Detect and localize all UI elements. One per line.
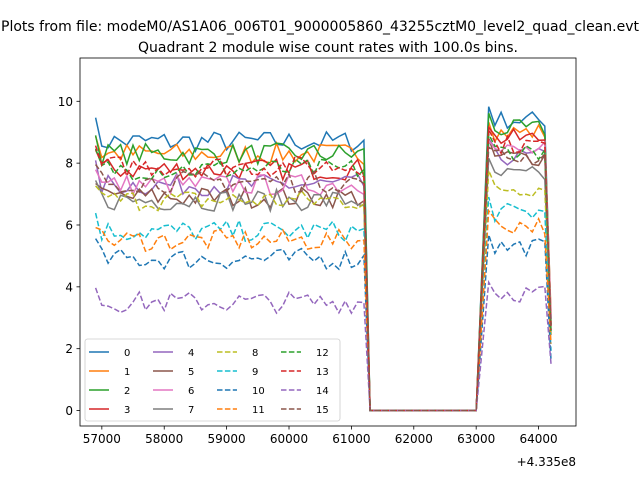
legend-label-11: 11	[252, 405, 265, 416]
series-line-14	[94, 279, 552, 412]
series-line-9	[94, 196, 552, 412]
series-line-15	[94, 146, 552, 412]
legend-label-5: 5	[188, 367, 194, 378]
plot-area	[79, 57, 577, 427]
series-line-5	[95, 138, 552, 412]
legend-box	[84, 338, 341, 422]
y-tick-label: 2	[65, 342, 73, 356]
legend-label-7: 7	[188, 405, 194, 416]
y-tick-label: 8	[65, 157, 73, 171]
series-line-7	[94, 157, 552, 412]
y-tick-label: 4	[65, 280, 73, 294]
legend-label-15: 15	[316, 405, 329, 416]
x-tick-label: 59000	[208, 432, 246, 446]
figure-suptitle: Plots from file: modeM0/AS1A06_006T01_90…	[1, 19, 639, 35]
x-tick-label: 58000	[145, 432, 183, 446]
legend-label-4: 4	[188, 348, 194, 359]
x-tick-label: 60000	[270, 432, 308, 446]
legend-label-9: 9	[252, 367, 258, 378]
series-line-12	[94, 131, 552, 412]
x-axis: 57000 58000 59000 60000 61000 62000 63000 64000	[83, 426, 558, 446]
legend-label-14: 14	[316, 386, 329, 397]
legend-label-13: 13	[316, 367, 329, 378]
series-line-11	[95, 208, 552, 412]
legend-label-8: 8	[252, 348, 258, 359]
x-tick-label: 62000	[395, 432, 433, 446]
x-tick-label: 57000	[83, 432, 121, 446]
legend-label-3: 3	[124, 405, 130, 416]
x-tick-label: 61000	[332, 432, 370, 446]
series-line-3	[94, 125, 552, 412]
x-tick-label: 63000	[457, 432, 495, 446]
y-tick-label: 0	[65, 404, 73, 418]
y-tick-label: 6	[65, 218, 73, 232]
y-axis: 0 2 4 6 8 10	[58, 95, 80, 418]
chart-title: Quadrant 2 module wise count rates with …	[138, 40, 518, 56]
x-tick-label: 64000	[519, 432, 557, 446]
legend-label-10: 10	[252, 386, 265, 397]
axes-frame	[79, 57, 577, 427]
series-line-13	[94, 126, 552, 412]
series-line-0	[94, 106, 552, 412]
x-offset-label: +4.335e8	[517, 455, 576, 469]
legend-label-6: 6	[188, 386, 194, 397]
series-line-2	[94, 112, 552, 412]
series-line-8	[95, 170, 552, 412]
legend-label-0: 0	[124, 348, 130, 359]
series-line-10	[94, 234, 552, 412]
y-tick-label: 10	[58, 95, 73, 109]
legend-label-12: 12	[316, 348, 329, 359]
legend-label-1: 1	[124, 367, 130, 378]
legend-label-2: 2	[124, 386, 130, 397]
